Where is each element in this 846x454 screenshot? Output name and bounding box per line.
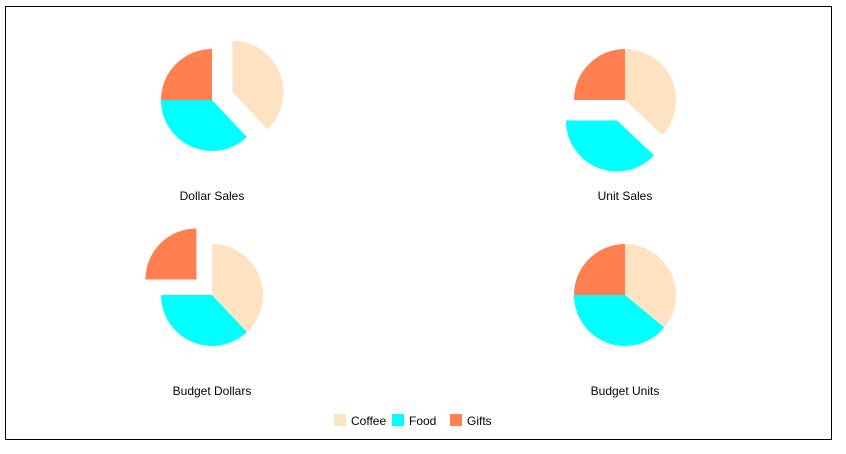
legend: Coffee Food Gifts: [334, 414, 492, 428]
pie-slice-gifts: [145, 228, 197, 280]
pie-slice-food: [574, 295, 665, 347]
legend-label-food: Food: [409, 414, 436, 428]
pie-unit-sales: [565, 49, 676, 172]
pie-budget-units: [574, 244, 677, 347]
pie-slice-coffee: [625, 244, 677, 328]
pie-budget-dollars: [145, 228, 263, 346]
legend-label-gifts: Gifts: [467, 414, 492, 428]
pie-slice-coffee: [212, 244, 263, 333]
pie-slice-food: [161, 295, 247, 346]
pie-title-dollar-sales: Dollar Sales: [180, 189, 245, 203]
pie-slice-food: [161, 100, 247, 151]
pie-dollar-sales: [161, 40, 284, 151]
pie-slice-coffee: [625, 49, 676, 135]
pie-slice-gifts: [574, 244, 625, 295]
legend-label-coffee: Coffee: [351, 414, 386, 428]
pie-title-budget-units: Budget Units: [591, 384, 660, 398]
pie-slice-coffee: [232, 40, 284, 130]
pie-title-budget-dollars: Budget Dollars: [173, 384, 252, 398]
legend-swatch-food: [392, 414, 404, 426]
chart-frame: [5, 6, 832, 440]
pie-slice-gifts: [161, 49, 212, 100]
legend-swatch-gifts: [450, 414, 462, 426]
legend-swatch-coffee: [334, 414, 346, 426]
pie-title-unit-sales: Unit Sales: [598, 189, 653, 203]
pie-slice-food: [565, 120, 655, 172]
pie-slice-gifts: [574, 49, 625, 100]
